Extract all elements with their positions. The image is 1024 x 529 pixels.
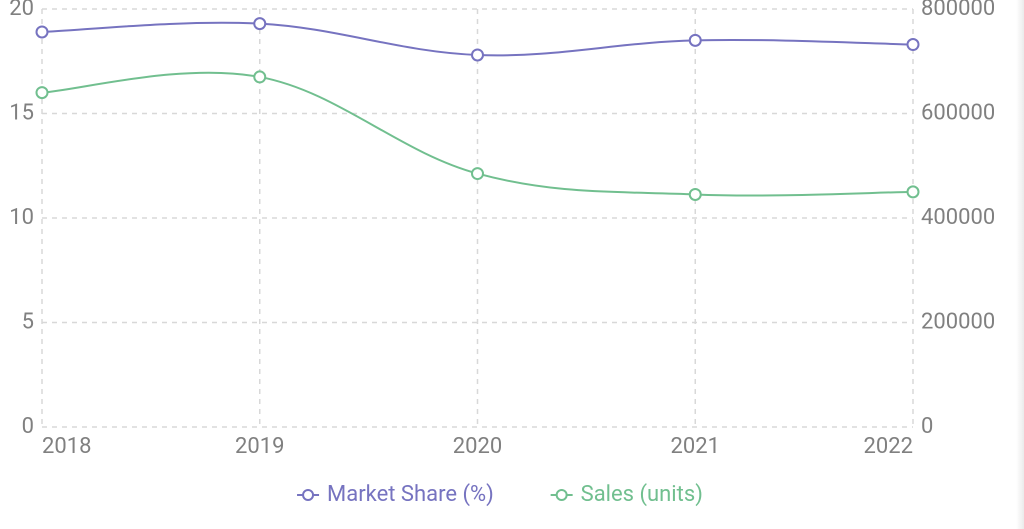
series-marker [472, 168, 483, 179]
series-marker [690, 189, 701, 200]
series-marker [254, 18, 265, 29]
y-right-tick-label: 0 [921, 414, 933, 439]
y-left-tick-label: 0 [22, 414, 34, 439]
x-tick-label: 2019 [235, 434, 284, 459]
y-right-tick-label: 400000 [921, 205, 995, 230]
y-left-tick-label: 10 [9, 205, 34, 230]
y-left-tick-label: 20 [9, 0, 34, 21]
series-marker [37, 26, 48, 37]
x-tick-label: 2018 [42, 434, 91, 459]
series-marker [37, 87, 48, 98]
x-tick-label: 2021 [671, 434, 720, 459]
series-marker [908, 186, 919, 197]
series-marker [690, 35, 701, 46]
x-tick-label: 2020 [453, 434, 502, 459]
series-marker [472, 49, 483, 60]
chart-container: 0 5 10 15 20 0 200000 400000 600000 800000 2018 201… [0, 0, 1024, 529]
x-tick-label: 2022 [864, 434, 913, 459]
line-chart: 0 5 10 15 20 0 200000 400000 600000 800000 2018 201… [0, 0, 1024, 529]
y-right-tick-label: 200000 [921, 309, 995, 334]
legend-label: Market Share (%) [327, 482, 494, 507]
legend-label: Sales (units) [581, 482, 703, 507]
y-left-tick-label: 5 [22, 309, 34, 334]
legend-item[interactable]: Market Share (%) [297, 482, 494, 507]
y-left-tick-label: 15 [9, 100, 34, 125]
legend-swatch-marker [557, 490, 567, 500]
series-marker [908, 39, 919, 50]
legend-swatch-marker [303, 490, 313, 500]
y-right-tick-label: 600000 [921, 100, 995, 125]
series-marker [254, 71, 265, 82]
y-right-tick-label: 800000 [921, 0, 995, 21]
